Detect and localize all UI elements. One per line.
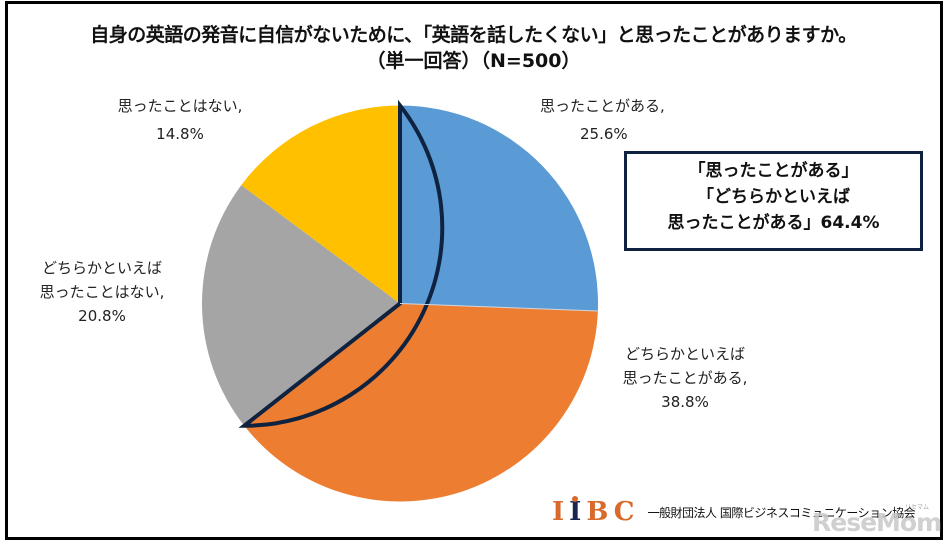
label-somewhat-no: どちらかといえば 思ったことはない, 20.8% <box>22 256 182 328</box>
resemom-watermark: ReseMom <box>812 508 942 537</box>
total-callout-box: 「思ったことがある」 「どちらかといえば 思ったことがある」64.4% <box>624 151 923 251</box>
watermark-subtext: リセマム <box>905 504 930 511</box>
chart-title: 自身の英語の発音に自信がないために、「英語を話したくない」と思ったことがあります… <box>90 24 857 46</box>
label-somewhat-yes-value: 38.8% <box>661 393 709 411</box>
organization-name: 一般財団法人 国際ビジネスコミュニケーション協会 <box>647 505 916 520</box>
logo-part1: I <box>552 497 570 527</box>
logo-part2: I <box>569 497 587 527</box>
label-thought-yes: 思ったことがある, 25.6% <box>540 94 690 146</box>
callout-line2: 「どちらかといえば <box>697 187 850 207</box>
label-somewhat-no-line1: どちらかといえば <box>41 259 162 277</box>
label-thought-yes-text: 思ったことがある, <box>540 97 665 115</box>
iibc-logo: IIBC <box>552 497 640 527</box>
label-somewhat-yes-line1: どちらかといえば <box>624 345 745 363</box>
label-somewhat-no-value: 20.8% <box>78 307 126 325</box>
label-thought-no-text: 思ったことはない, <box>117 97 243 115</box>
slice-somewhat-no <box>202 185 400 426</box>
label-thought-no-value: 14.8% <box>156 125 204 143</box>
label-somewhat-yes: どちらかといえば 思ったことがある, 38.8% <box>605 342 765 414</box>
label-thought-yes-value: 25.6% <box>580 125 628 143</box>
callout-line1: 「思ったことがある」 <box>688 161 859 181</box>
logo-part3: BC <box>586 497 640 527</box>
slice-thought-no <box>241 105 400 304</box>
footer: IIBC 一般財団法人 国際ビジネスコミュニケーション協会 <box>552 497 916 527</box>
label-thought-no: 思ったことはない, 14.8% <box>105 94 255 146</box>
chart-subtitle: （単一回答）（N=500） <box>366 50 581 72</box>
label-somewhat-no-line2: 思ったことはない, <box>39 283 165 301</box>
slice-somewhat-yes <box>244 303 598 502</box>
callout-line3: 思ったことがある」64.4% <box>667 213 880 233</box>
slice-thought-yes <box>400 105 599 311</box>
label-somewhat-yes-line2: 思ったことがある, <box>622 369 748 387</box>
highlight-outline <box>238 99 445 428</box>
